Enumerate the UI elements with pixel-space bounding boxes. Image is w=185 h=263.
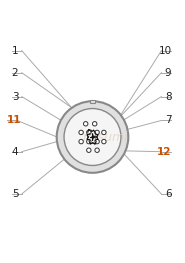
Circle shape xyxy=(87,148,91,153)
Bar xyxy=(90,100,95,103)
Circle shape xyxy=(95,130,99,135)
Text: 1: 1 xyxy=(12,46,18,56)
Circle shape xyxy=(79,130,83,135)
Circle shape xyxy=(87,130,91,135)
Text: 6: 6 xyxy=(165,189,171,199)
Circle shape xyxy=(102,139,106,144)
Text: 5: 5 xyxy=(12,189,18,199)
Circle shape xyxy=(64,109,121,165)
Circle shape xyxy=(83,122,88,126)
Text: 11: 11 xyxy=(7,115,22,125)
Text: 3: 3 xyxy=(12,92,18,102)
Circle shape xyxy=(95,139,99,144)
Text: 4: 4 xyxy=(12,147,18,157)
Text: misumi: misumi xyxy=(83,130,128,144)
Text: 10: 10 xyxy=(158,46,171,56)
Text: 9: 9 xyxy=(165,68,171,78)
Circle shape xyxy=(87,139,91,144)
Text: 7: 7 xyxy=(165,115,171,125)
Circle shape xyxy=(57,101,128,173)
Circle shape xyxy=(95,148,99,153)
Circle shape xyxy=(102,130,106,135)
Circle shape xyxy=(79,139,83,144)
Text: 8: 8 xyxy=(165,92,171,102)
Text: 2: 2 xyxy=(12,68,18,78)
Text: 12: 12 xyxy=(157,147,171,157)
Circle shape xyxy=(92,122,97,126)
